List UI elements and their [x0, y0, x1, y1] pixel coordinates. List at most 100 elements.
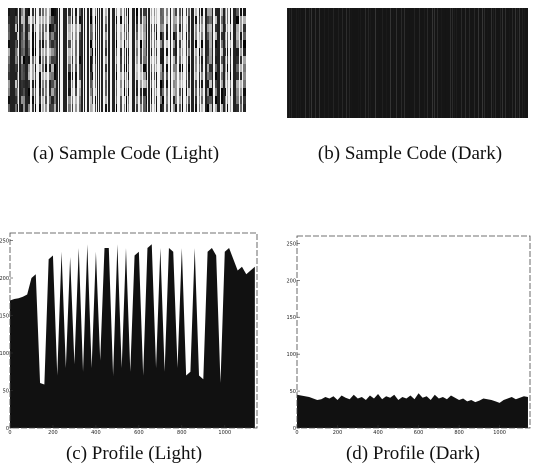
code-cell — [179, 56, 181, 64]
code-cell — [173, 24, 175, 32]
code-cell — [105, 40, 107, 48]
code-cell — [54, 40, 57, 48]
code-bar — [303, 8, 304, 118]
code-cell — [54, 16, 57, 24]
code-cell — [39, 80, 41, 88]
code-cell — [54, 32, 57, 40]
code-bar — [493, 8, 494, 118]
code-cell — [116, 64, 117, 72]
code-cell — [79, 32, 81, 40]
code-cell — [221, 32, 223, 40]
code-cell — [72, 96, 73, 104]
code-cell — [54, 24, 57, 32]
code-cell — [128, 64, 129, 72]
code-cell — [243, 40, 246, 48]
code-cell — [68, 56, 71, 64]
code-cell — [151, 40, 152, 48]
code-cell — [21, 88, 23, 96]
code-cell — [21, 24, 23, 32]
code-cell — [15, 72, 18, 80]
code-cell — [179, 8, 181, 16]
code-bar — [10, 8, 13, 112]
code-cell — [209, 64, 212, 72]
code-cell — [195, 64, 197, 72]
y-tick-label: 250 — [0, 239, 9, 245]
code-cell — [39, 88, 41, 96]
code-cell — [116, 104, 117, 112]
code-cell — [68, 80, 71, 88]
code-cell — [49, 96, 51, 104]
code-cell — [68, 104, 71, 112]
x-tick-label: 0 — [295, 430, 298, 436]
code-cell — [79, 64, 81, 72]
code-cell — [179, 24, 181, 32]
code-cell — [28, 80, 30, 88]
code-cell — [160, 72, 163, 80]
code-cell — [140, 64, 142, 72]
code-cell — [28, 48, 30, 56]
x-tick-label: 400 — [91, 430, 101, 436]
code-cell — [92, 40, 93, 48]
code-cell — [72, 72, 73, 80]
code-cell — [188, 80, 190, 88]
code-bar — [298, 8, 299, 118]
code-cell — [240, 16, 242, 24]
code-bar — [289, 8, 290, 118]
code-cell — [156, 56, 157, 64]
code-cell — [90, 64, 92, 72]
code-cell — [35, 64, 36, 72]
code-cell — [79, 88, 81, 96]
code-cell — [179, 48, 181, 56]
code-cell — [72, 80, 73, 88]
code-bar — [452, 8, 453, 118]
code-cell — [23, 80, 26, 88]
code-cell — [54, 48, 57, 56]
code-cell — [162, 8, 164, 16]
code-cell — [49, 88, 51, 96]
code-cell — [90, 40, 92, 48]
code-cell — [146, 32, 147, 40]
code-cell — [143, 104, 146, 112]
code-cell — [166, 8, 168, 16]
y-tick-label: 250 — [286, 241, 296, 247]
code-cell — [95, 32, 96, 40]
code-cell — [162, 64, 164, 72]
code-cell — [199, 32, 200, 40]
code-cell — [15, 104, 18, 112]
code-cell — [179, 104, 181, 112]
code-cell — [49, 72, 51, 80]
code-cell — [195, 56, 197, 64]
code-cell — [15, 16, 18, 24]
code-cell — [116, 16, 117, 24]
code-cell — [215, 80, 218, 88]
code-cell — [92, 72, 93, 80]
code-cell — [92, 16, 93, 24]
code-cell — [236, 64, 239, 72]
code-cell — [166, 32, 168, 40]
code-cell — [23, 56, 26, 64]
code-cell — [240, 88, 242, 96]
code-cell — [156, 48, 157, 56]
code-cell — [201, 32, 203, 40]
sample-code-light — [8, 8, 246, 112]
code-cell — [116, 32, 117, 40]
code-cell — [105, 80, 107, 88]
code-cell — [225, 104, 226, 112]
code-cell — [126, 64, 127, 72]
code-cell — [120, 88, 122, 96]
code-cell — [49, 48, 51, 56]
code-cell — [175, 64, 177, 72]
code-cell — [15, 48, 18, 56]
code-cell — [72, 64, 73, 72]
code-cell — [136, 40, 138, 48]
code-cell — [186, 80, 187, 88]
code-bar — [212, 8, 213, 112]
code-cell — [207, 24, 210, 32]
code-cell — [151, 104, 152, 112]
code-bar — [351, 8, 352, 118]
code-cell — [136, 8, 138, 16]
code-cell — [209, 88, 212, 96]
code-cell — [68, 8, 71, 16]
code-cell — [175, 96, 177, 104]
x-tick-label: 800 — [454, 430, 464, 436]
